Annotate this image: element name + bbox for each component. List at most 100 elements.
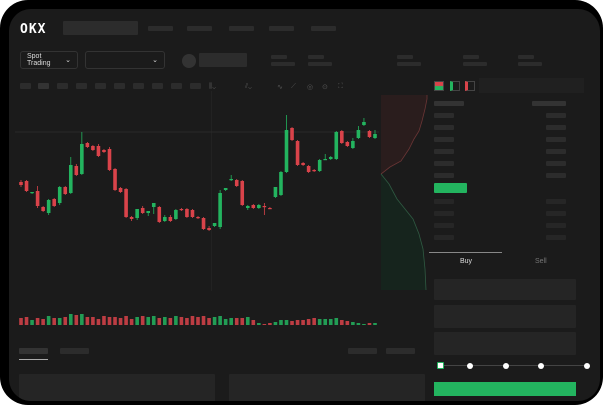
orderbook-amount (546, 199, 566, 204)
orderbook-bids-icon[interactable] (450, 81, 460, 91)
volume-bar (295, 320, 300, 325)
candle-body (212, 223, 217, 226)
volume-bar (57, 318, 62, 325)
candle (63, 186, 68, 195)
timeframe-button[interactable] (114, 83, 125, 89)
candle-body (163, 217, 167, 221)
tab-order-history[interactable] (60, 348, 89, 354)
amount-slider[interactable] (439, 365, 587, 366)
volume-bar (223, 319, 228, 325)
nav-item[interactable] (187, 26, 212, 31)
volume-bar (367, 323, 372, 325)
candle-body (295, 141, 300, 165)
timeframe-button[interactable] (133, 83, 144, 89)
timeframe-button[interactable] (95, 83, 106, 89)
tab-open-orders[interactable] (19, 348, 48, 354)
timeframe-button[interactable] (57, 83, 68, 89)
volume-bar (240, 318, 245, 325)
line-tool-icon[interactable]: ∿ (277, 84, 283, 91)
stat-value (463, 62, 487, 66)
candle-body (356, 130, 361, 138)
slider-stop[interactable] (503, 363, 509, 369)
depth-chart (380, 95, 428, 291)
candle-type-icon[interactable]: ⫼⌄ (209, 83, 216, 90)
timeframe-button[interactable] (76, 83, 87, 89)
timeframe-button[interactable] (171, 83, 182, 89)
tab-buy[interactable]: Buy (460, 258, 473, 265)
candle-body (362, 122, 366, 125)
candle (163, 215, 167, 222)
timeframe-button[interactable] (152, 83, 163, 89)
filter-button[interactable] (386, 348, 415, 354)
orderbook-price[interactable] (434, 223, 454, 228)
orderbook-price[interactable] (434, 199, 454, 204)
pair-selector[interactable]: ⌄ (85, 51, 165, 69)
orderbook-both-icon[interactable] (434, 81, 444, 91)
slider-handle[interactable] (437, 362, 444, 369)
slider-stop[interactable] (584, 363, 590, 369)
filter-button[interactable] (348, 348, 377, 354)
volume-bar (284, 320, 289, 325)
orderbook-price[interactable] (434, 211, 454, 216)
orderbook-price[interactable] (434, 137, 454, 142)
slider-stop[interactable] (467, 363, 473, 369)
settings-icon[interactable]: ⊙ (322, 84, 328, 91)
total-input[interactable] (434, 332, 576, 355)
orderbook-price[interactable] (434, 235, 454, 240)
volume-bar (41, 319, 45, 325)
nav-item[interactable] (229, 26, 254, 31)
orderbook-price[interactable] (434, 173, 454, 178)
timeframe-button[interactable] (38, 83, 49, 89)
candle-body (140, 208, 145, 213)
candle (140, 206, 145, 214)
candle (245, 205, 250, 210)
amount-input[interactable] (434, 305, 576, 328)
orderbook-price[interactable] (434, 113, 454, 118)
volume-bar (356, 323, 361, 325)
market-selector[interactable]: Spot Trading ⌄ (20, 51, 78, 69)
candle (306, 165, 311, 173)
stat-value (397, 62, 421, 66)
volume-bar (85, 317, 90, 325)
candle (290, 127, 294, 141)
nav-item[interactable] (311, 26, 336, 31)
slider-stop[interactable] (538, 363, 544, 369)
candle-body (185, 209, 189, 217)
orderbook-price[interactable] (434, 161, 454, 166)
volume-bar (107, 317, 112, 325)
market-selector-label: Spot Trading (27, 53, 51, 67)
candle-body (306, 166, 311, 172)
candle-body (80, 144, 84, 174)
timeframe-button[interactable] (20, 83, 31, 89)
stat-value (518, 62, 542, 66)
volume-bar (52, 318, 56, 325)
volume-bar (373, 323, 377, 325)
candle-body (240, 181, 245, 205)
candle (317, 159, 322, 172)
candle (251, 204, 256, 209)
draw-tool-icon[interactable]: ⟋ (291, 83, 296, 90)
price-input[interactable] (434, 279, 576, 300)
tab-sell[interactable]: Sell (535, 258, 547, 265)
search-bar[interactable] (63, 21, 138, 35)
indicator-icon[interactable]: ⫽⌄ (245, 83, 252, 90)
timeframe-button[interactable] (190, 83, 201, 89)
depth-asks-area (381, 95, 427, 174)
candle (146, 211, 151, 216)
candle-body (351, 141, 355, 148)
nav-item[interactable] (148, 26, 173, 31)
volume-bar (207, 318, 211, 325)
candle-body (68, 165, 73, 193)
fullscreen-icon[interactable]: ⛶ (338, 83, 343, 90)
candle-body (24, 181, 29, 191)
buy-button[interactable] (434, 382, 576, 396)
orderbook-asks-icon[interactable] (465, 81, 475, 91)
volume-bar (234, 318, 239, 325)
orderbook-price[interactable] (434, 125, 454, 130)
candlestick-chart[interactable] (9, 9, 600, 401)
candle (68, 157, 73, 194)
orderbook-price[interactable] (434, 149, 454, 154)
camera-icon[interactable]: ◎ (307, 84, 314, 91)
orderbook-price[interactable] (434, 101, 464, 106)
nav-item[interactable] (269, 26, 294, 31)
